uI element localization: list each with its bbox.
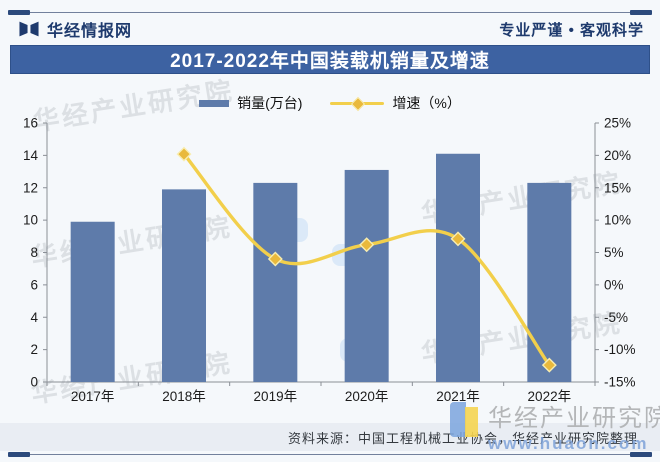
x-axis-category-label: 2020年 bbox=[345, 389, 389, 404]
right-axis-tick-label: -5% bbox=[604, 310, 628, 325]
bottom-rule bbox=[8, 452, 652, 457]
legend-line-label: 增速（%） bbox=[392, 95, 461, 111]
legend: 销量(万台) 增速（%） bbox=[0, 93, 660, 113]
left-axis-tick-label: 8 bbox=[30, 245, 38, 260]
legend-bar-label: 销量(万台) bbox=[237, 95, 303, 111]
chart: 0 2 4 6 8 10 12 14 16 -15% -10% -5% 0% 5% 10% 15% 20% 25%… bbox=[23, 116, 636, 405]
bar bbox=[344, 169, 389, 382]
x-axis-category-label: 2022年 bbox=[528, 389, 572, 404]
watermark-logo-icon bbox=[450, 402, 482, 442]
left-axis-tick-label: 0 bbox=[30, 375, 38, 390]
growth-marker bbox=[541, 357, 557, 373]
brand-name: 华经情报网 bbox=[47, 23, 133, 40]
chart-title-banner: 2017-2022年中国装载机销量及增速 bbox=[10, 45, 650, 74]
footer: 资料来源：中国工程机械工业协会，华经产业研究院整理 bbox=[0, 423, 660, 451]
bar bbox=[253, 182, 298, 382]
x-axis-category-label: 2019年 bbox=[254, 389, 298, 404]
header: 华经情报网 专业严谨 • 客观科学 bbox=[18, 16, 644, 42]
left-axis-tick-label: 10 bbox=[23, 213, 38, 228]
bar bbox=[527, 182, 572, 382]
growth-marker bbox=[450, 231, 466, 247]
left-axis-tick-label: 14 bbox=[23, 148, 39, 163]
bar bbox=[162, 189, 206, 382]
x-axis-category-label: 2018年 bbox=[162, 389, 206, 404]
growth-marker bbox=[359, 237, 375, 253]
brand: 华经情报网 bbox=[18, 17, 132, 41]
legend-item-sales: 销量(万台) bbox=[199, 93, 302, 113]
bar bbox=[70, 221, 115, 382]
header-slogan: 专业严谨 • 客观科学 bbox=[499, 21, 644, 39]
left-axis-tick-label: 2 bbox=[30, 342, 38, 357]
top-rule bbox=[8, 10, 652, 15]
legend-item-growth: 增速（%） bbox=[330, 93, 461, 113]
left-axis-tick-label: 6 bbox=[30, 277, 38, 292]
corner-watermark: 华经产业研究院 www.huaon.com bbox=[450, 398, 660, 454]
x-axis-category-label: 2017年 bbox=[71, 389, 115, 404]
legend-bar-swatch bbox=[199, 99, 230, 107]
legend-line-swatch bbox=[330, 96, 385, 112]
brand-logo-icon bbox=[18, 18, 40, 40]
growth-marker bbox=[176, 146, 192, 162]
watermark-url: www.huaon.com bbox=[488, 434, 649, 453]
watermark-brand: 华经产业研究院 bbox=[488, 405, 660, 432]
left-axis-tick-label: 4 bbox=[30, 310, 38, 325]
right-axis-tick-label: 10% bbox=[604, 213, 631, 228]
right-axis-tick-label: -15% bbox=[604, 375, 636, 390]
data-source: 资料来源：中国工程机械工业协会，华经产业研究院整理 bbox=[287, 430, 638, 446]
right-axis-tick-label: 20% bbox=[604, 148, 631, 163]
bar bbox=[436, 153, 480, 382]
left-axis-tick-label: 16 bbox=[23, 116, 38, 131]
right-axis-tick-label: -10% bbox=[604, 342, 636, 357]
right-axis-tick-label: 0% bbox=[604, 277, 624, 292]
right-axis-tick-label: 15% bbox=[604, 180, 631, 195]
right-axis-tick-label: 5% bbox=[604, 245, 624, 260]
x-axis-category-label: 2021年 bbox=[436, 389, 480, 404]
left-axis-tick-label: 12 bbox=[23, 180, 38, 195]
right-axis-tick-label: 25% bbox=[604, 116, 631, 131]
page-title: 2017-2022年中国装载机销量及增速 bbox=[170, 51, 490, 72]
growth-marker bbox=[267, 251, 283, 267]
